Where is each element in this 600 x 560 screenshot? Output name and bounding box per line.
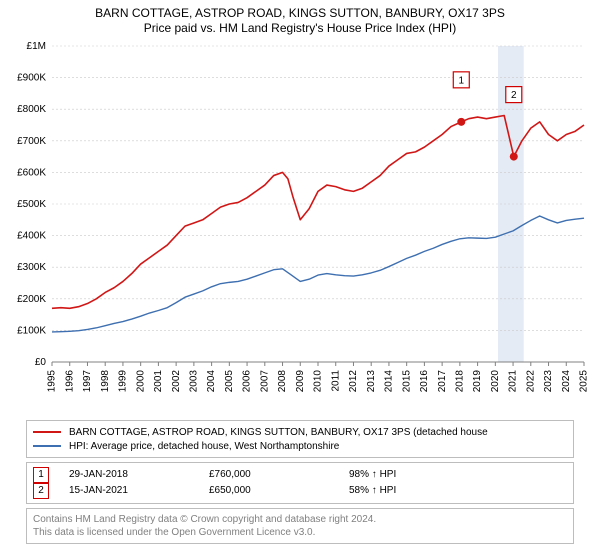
legend-label: HPI: Average price, detached house, West… bbox=[69, 439, 339, 454]
legend-swatch bbox=[33, 431, 61, 433]
svg-text:2019: 2019 bbox=[472, 370, 483, 393]
svg-text:2003: 2003 bbox=[189, 370, 200, 393]
chart-title-block: BARN COTTAGE, ASTROP ROAD, KINGS SUTTON,… bbox=[0, 0, 600, 36]
svg-text:2005: 2005 bbox=[224, 370, 235, 393]
svg-text:1997: 1997 bbox=[82, 370, 93, 393]
svg-text:2008: 2008 bbox=[277, 370, 288, 393]
legend-swatch bbox=[33, 445, 61, 447]
trade-delta: 58% ↑ HPI bbox=[349, 483, 489, 499]
svg-text:1999: 1999 bbox=[118, 370, 129, 393]
svg-text:2013: 2013 bbox=[366, 370, 377, 393]
svg-text:£200K: £200K bbox=[17, 294, 46, 305]
trade-price: £650,000 bbox=[209, 483, 349, 499]
svg-text:2020: 2020 bbox=[490, 370, 501, 393]
svg-text:£900K: £900K bbox=[17, 73, 46, 84]
trade-price: £760,000 bbox=[209, 467, 349, 483]
svg-text:£300K: £300K bbox=[17, 262, 46, 273]
svg-text:2009: 2009 bbox=[295, 370, 306, 393]
svg-text:2014: 2014 bbox=[384, 370, 395, 393]
svg-text:£0: £0 bbox=[35, 357, 47, 368]
svg-text:2: 2 bbox=[511, 90, 517, 101]
trade-marker: 2 bbox=[33, 483, 49, 499]
legend: BARN COTTAGE, ASTROP ROAD, KINGS SUTTON,… bbox=[26, 420, 574, 458]
chart-title-line2: Price paid vs. HM Land Registry's House … bbox=[0, 21, 600, 36]
trade-date: 29-JAN-2018 bbox=[69, 467, 209, 483]
svg-text:2001: 2001 bbox=[153, 370, 164, 393]
svg-text:2010: 2010 bbox=[313, 370, 324, 393]
transactions-table: 1 29-JAN-2018£760,00098% ↑ HPI 2 15-JAN-202… bbox=[26, 462, 574, 504]
legend-row: BARN COTTAGE, ASTROP ROAD, KINGS SUTTON,… bbox=[33, 425, 567, 439]
svg-text:1998: 1998 bbox=[100, 370, 111, 393]
svg-text:2023: 2023 bbox=[543, 370, 554, 393]
svg-text:£800K: £800K bbox=[17, 104, 46, 115]
footer-line2: This data is licensed under the Open Gov… bbox=[33, 526, 567, 539]
svg-text:2016: 2016 bbox=[419, 370, 430, 393]
svg-text:2011: 2011 bbox=[330, 370, 341, 392]
svg-text:2002: 2002 bbox=[171, 370, 182, 393]
svg-text:2022: 2022 bbox=[525, 370, 536, 393]
svg-text:£1M: £1M bbox=[27, 41, 46, 52]
svg-text:£500K: £500K bbox=[17, 199, 46, 210]
svg-text:1996: 1996 bbox=[64, 370, 75, 393]
svg-text:2007: 2007 bbox=[259, 370, 270, 393]
svg-text:2012: 2012 bbox=[348, 370, 359, 393]
svg-text:2024: 2024 bbox=[561, 370, 572, 393]
svg-text:£700K: £700K bbox=[17, 136, 46, 147]
chart-area: £0 £100K £200K £300K £400K £500K £600K £700K £80… bbox=[0, 36, 600, 416]
footer-line1: Contains HM Land Registry data © Crown c… bbox=[33, 513, 567, 526]
svg-text:£600K: £600K bbox=[17, 167, 46, 178]
trade-marker: 1 bbox=[33, 467, 49, 483]
svg-text:2017: 2017 bbox=[437, 370, 448, 393]
svg-text:2004: 2004 bbox=[206, 370, 217, 393]
svg-text:2021: 2021 bbox=[508, 370, 519, 393]
svg-text:£400K: £400K bbox=[17, 231, 46, 242]
svg-text:2000: 2000 bbox=[135, 370, 146, 393]
chart-title-line1: BARN COTTAGE, ASTROP ROAD, KINGS SUTTON,… bbox=[0, 6, 600, 21]
attribution-footer: Contains HM Land Registry data © Crown c… bbox=[26, 508, 574, 544]
svg-text:2025: 2025 bbox=[579, 370, 590, 393]
trade-row: 2 15-JAN-2021£650,00058% ↑ HPI bbox=[33, 483, 567, 499]
svg-text:2015: 2015 bbox=[401, 370, 412, 393]
svg-text:2006: 2006 bbox=[242, 370, 253, 393]
svg-text:£100K: £100K bbox=[17, 325, 46, 336]
trade-row: 1 29-JAN-2018£760,00098% ↑ HPI bbox=[33, 467, 567, 483]
svg-text:2018: 2018 bbox=[455, 370, 466, 393]
legend-label: BARN COTTAGE, ASTROP ROAD, KINGS SUTTON,… bbox=[69, 425, 488, 440]
line-chart: £0 £100K £200K £300K £400K £500K £600K £700K £80… bbox=[0, 36, 600, 416]
svg-text:1: 1 bbox=[459, 75, 465, 86]
trade-date: 15-JAN-2021 bbox=[69, 483, 209, 499]
svg-text:1995: 1995 bbox=[47, 370, 58, 393]
legend-row: HPI: Average price, detached house, West… bbox=[33, 439, 567, 453]
trade-delta: 98% ↑ HPI bbox=[349, 467, 489, 483]
